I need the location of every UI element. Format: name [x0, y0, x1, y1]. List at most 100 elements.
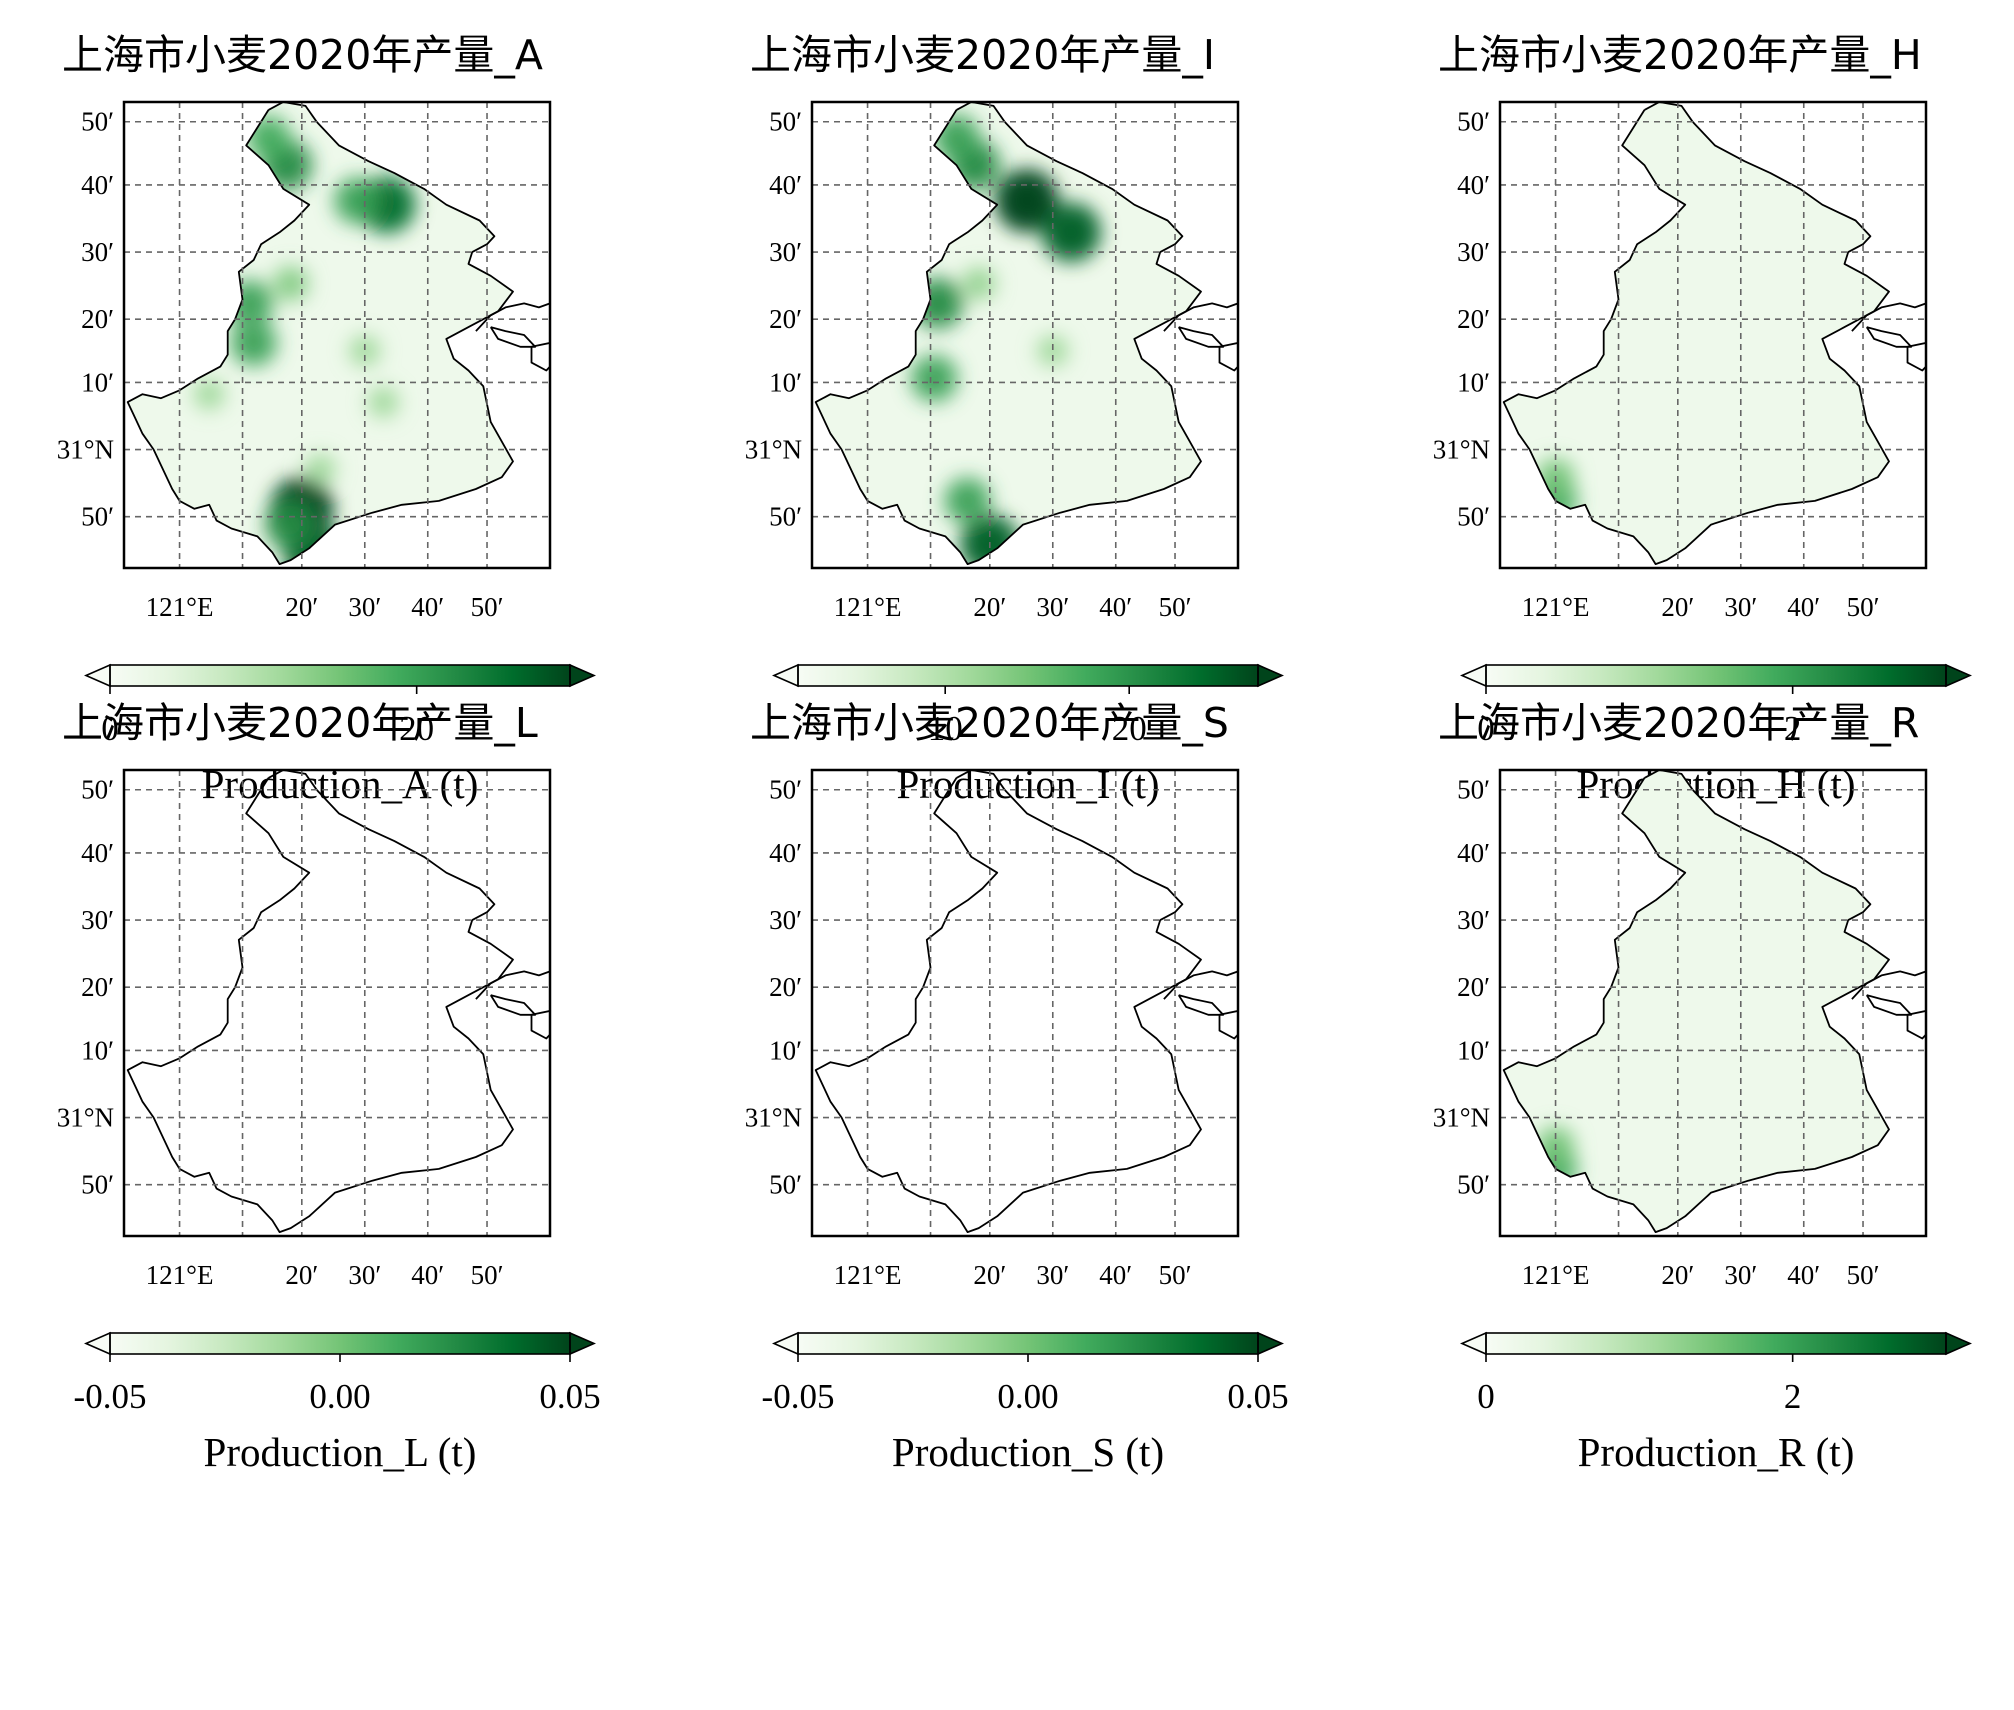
- lat-tick-label: 50′: [1457, 775, 1490, 805]
- lat-tick-label: 50′: [81, 107, 114, 137]
- lon-tick-label: 30′: [1036, 1260, 1069, 1290]
- colorbar: -0.05 0.00 0.05 Production_L (t): [74, 1331, 601, 1475]
- panel-title: 上海市小麦2020年产量_A: [62, 31, 543, 79]
- lon-tick-label: 121°E: [146, 1260, 214, 1290]
- lat-tick-label: 50′: [769, 775, 802, 805]
- lat-tick-label: 31°N: [1433, 435, 1490, 465]
- field-base: [127, 102, 513, 565]
- coastline: [814, 770, 1202, 1233]
- colorbar-extend-min: [84, 663, 111, 688]
- lat-tick-label: 30′: [769, 237, 802, 267]
- colorbar-extend-min: [1460, 1331, 1487, 1356]
- lon-tick-label: 30′: [1036, 592, 1069, 622]
- lat-tick-label: 31°N: [57, 1103, 114, 1133]
- lat-tick-label: 40′: [769, 838, 802, 868]
- colorbar-tick-label: 0.00: [309, 1377, 370, 1416]
- colorbar: 0 2 Production_R (t): [1460, 1331, 1972, 1475]
- map-frame: [122, 768, 552, 1238]
- field-hotspot-core: [1043, 341, 1062, 360]
- production-field: [127, 102, 513, 565]
- colorbar: 0 2 Production_H (t): [1460, 663, 1972, 807]
- coastline-island: [489, 326, 537, 348]
- colorbar-label: Production_I (t): [896, 761, 1159, 807]
- colorbar-outline: [109, 664, 571, 687]
- lat-tick-label: 20′: [1457, 304, 1490, 334]
- colorbar-extend-max: [1257, 663, 1284, 688]
- lat-tick-label: 50′: [81, 1170, 114, 1200]
- coastline-island: [475, 970, 550, 1000]
- lat-tick-label: 50′: [81, 775, 114, 805]
- lat-tick-label: 20′: [1457, 972, 1490, 1002]
- lon-tick-label: 50′: [471, 592, 504, 622]
- colorbar-label: Production_L (t): [204, 1429, 477, 1475]
- coastline-island: [530, 1010, 550, 1040]
- lat-tick-label: 30′: [81, 237, 114, 267]
- lat-tick-label: 50′: [769, 107, 802, 137]
- lon-tick-label: 50′: [1159, 592, 1192, 622]
- field-base: [1503, 102, 1889, 565]
- coastline-island: [1906, 341, 1926, 372]
- field-hotspot-core: [200, 385, 219, 404]
- lat-tick-label: 50′: [1457, 1170, 1490, 1200]
- panel-r: 上海市小麦2020年产量_R50′40′30′20′10′31°N50′121°…: [1433, 699, 1972, 1475]
- lat-tick-label: 30′: [81, 905, 114, 935]
- colorbar-extend-max: [569, 663, 596, 688]
- lat-tick-label: 20′: [81, 304, 114, 334]
- map-frame: [1498, 100, 1928, 570]
- lon-tick-label: 20′: [285, 1260, 318, 1290]
- field-base: [1503, 770, 1889, 1233]
- panel-a: 上海市小麦2020年产量_A 50′ 40′ 30′ 20′ 10′ 31°N 50′ 121°…: [57, 31, 596, 807]
- colorbar-gradient: [1486, 1333, 1946, 1354]
- lon-tick-label: 30′: [1724, 592, 1757, 622]
- panel-h: 上海市小麦2020年产量_H 50′ 40′ 30′ 20′ 10′ 31°N 50′ 121°…: [1433, 31, 1972, 807]
- lat-tick-label: 10′: [81, 1035, 114, 1065]
- colorbar-label: Production_A (t): [202, 761, 479, 807]
- colorbar-tick-label: -0.05: [74, 1377, 147, 1416]
- coastline: [126, 102, 514, 565]
- colorbar: 10 20 Production_I (t): [772, 663, 1284, 807]
- lat-tick-label: 31°N: [745, 435, 802, 465]
- coastline-island: [1163, 970, 1238, 1000]
- panel-title: 上海市小麦2020年产量_L: [62, 699, 538, 747]
- field-hotspot-core: [374, 393, 393, 412]
- lon-tick-label: 20′: [285, 592, 318, 622]
- field-hotspot-core: [1057, 218, 1086, 247]
- coastline-island: [1177, 326, 1225, 348]
- colorbar-extend-max: [1945, 663, 1972, 688]
- field-hotspot-core: [1011, 185, 1042, 216]
- colorbar-tick-label: 0: [1477, 709, 1495, 748]
- field-hotspot-core: [238, 291, 262, 316]
- field-hotspot-core: [355, 341, 374, 360]
- lon-tick-label: 40′: [411, 1260, 444, 1290]
- lat-tick-label: 50′: [769, 502, 802, 532]
- lon-tick-label: 40′: [1099, 1260, 1132, 1290]
- lat-tick-label: 50′: [1457, 107, 1490, 137]
- colorbar-tick-label: 2: [1784, 1377, 1802, 1416]
- panel-i: 上海市小麦2020年产量_I 50′ 40′ 30′ 20′ 10′ 31°N 50′ 121°…: [745, 31, 1284, 807]
- coastline: [814, 102, 1202, 565]
- colorbar-extend-max: [1945, 1331, 1972, 1356]
- lat-tick-label: 40′: [1457, 838, 1490, 868]
- colorbar-tick-label: -0.05: [762, 1377, 835, 1416]
- field-hotspot-core: [278, 511, 304, 538]
- lon-tick-label: 50′: [471, 1260, 504, 1290]
- lon-tick-label: 121°E: [1522, 1260, 1590, 1290]
- colorbar-extend-max: [569, 1331, 596, 1356]
- lon-tick-label: 40′: [1787, 592, 1820, 622]
- field-hotspot-core: [280, 273, 301, 294]
- lon-tick-label: 30′: [348, 1260, 381, 1290]
- colorbar-gradient: [1486, 665, 1946, 686]
- coastline-island: [1163, 302, 1238, 332]
- lon-tick-label: 121°E: [834, 592, 902, 622]
- colorbar-tick-label: 0.05: [1227, 1377, 1288, 1416]
- lat-tick-label: 30′: [769, 905, 802, 935]
- colorbar-gradient: [110, 665, 570, 686]
- colorbar-label: Production_S (t): [892, 1429, 1164, 1475]
- coastline-island: [1851, 302, 1926, 332]
- lat-tick-label: 30′: [1457, 905, 1490, 935]
- coastline: [1502, 770, 1890, 1233]
- map-frame: [810, 100, 1240, 570]
- field-hotspot-core: [311, 460, 330, 479]
- panel-l: 上海市小麦2020年产量_L 50′ 40′ 30′ 20′ 10′ 31°N 50′ 121°…: [57, 699, 601, 1475]
